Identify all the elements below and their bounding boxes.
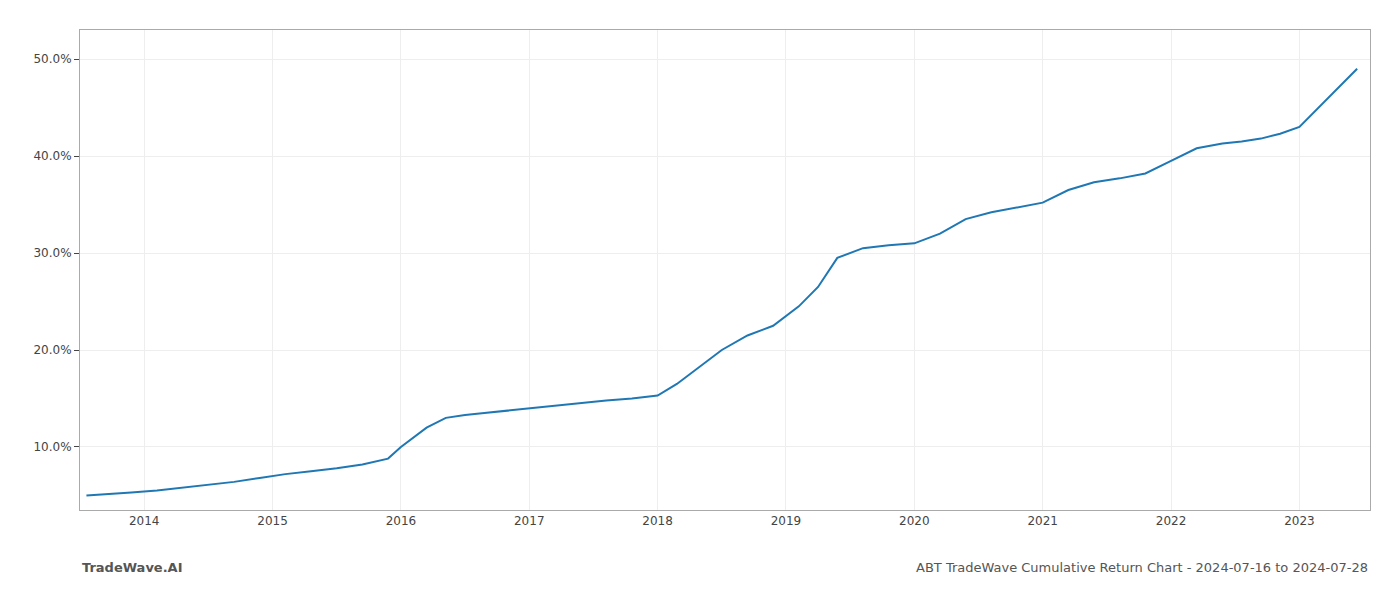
svg-text:2014: 2014 bbox=[129, 514, 160, 528]
svg-text:2022: 2022 bbox=[1156, 514, 1187, 528]
svg-text:2021: 2021 bbox=[1027, 514, 1058, 528]
svg-text:50.0%: 50.0% bbox=[33, 52, 71, 66]
svg-text:30.0%: 30.0% bbox=[33, 246, 71, 260]
svg-text:10.0%: 10.0% bbox=[33, 440, 71, 454]
svg-text:2017: 2017 bbox=[514, 514, 545, 528]
svg-text:2016: 2016 bbox=[386, 514, 417, 528]
svg-text:2019: 2019 bbox=[771, 514, 802, 528]
svg-text:20.0%: 20.0% bbox=[33, 343, 71, 357]
svg-text:TradeWave.AI: TradeWave.AI bbox=[82, 560, 183, 575]
svg-text:2023: 2023 bbox=[1284, 514, 1315, 528]
svg-text:2020: 2020 bbox=[899, 514, 930, 528]
svg-text:40.0%: 40.0% bbox=[33, 149, 71, 163]
svg-text:2018: 2018 bbox=[642, 514, 673, 528]
svg-text:2015: 2015 bbox=[257, 514, 288, 528]
svg-text:ABT TradeWave Cumulative Retur: ABT TradeWave Cumulative Return Chart - … bbox=[916, 560, 1368, 575]
